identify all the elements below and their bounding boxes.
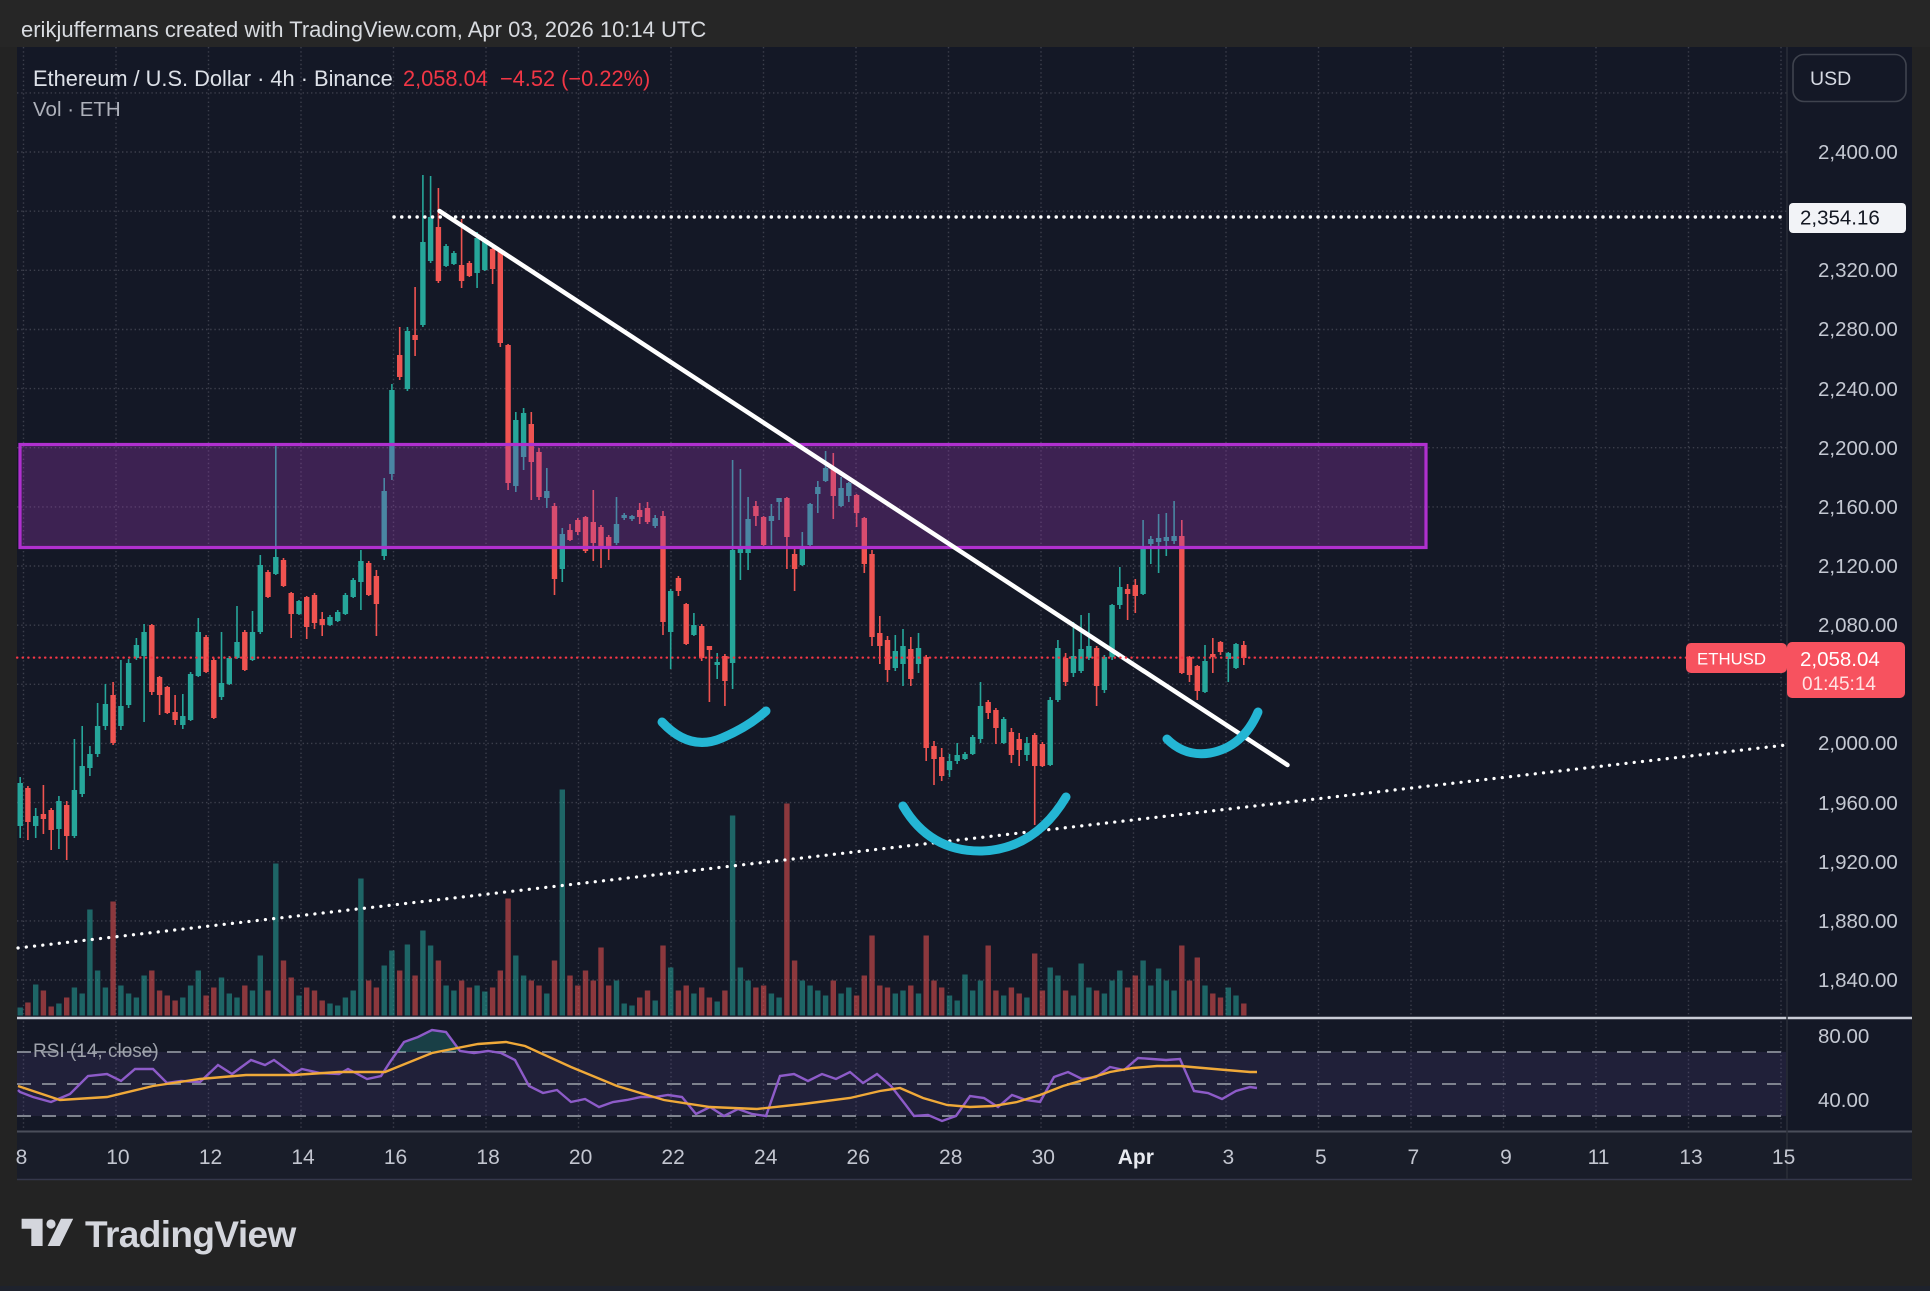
svg-text:15: 15 (1772, 1146, 1795, 1169)
svg-text:9: 9 (1500, 1146, 1512, 1169)
svg-text:3: 3 (1223, 1146, 1235, 1169)
svg-text:TradingView: TradingView (85, 1214, 296, 1255)
svg-text:2,000.00: 2,000.00 (1818, 732, 1898, 755)
svg-text:2,080.00: 2,080.00 (1818, 614, 1898, 637)
svg-text:1,920.00: 1,920.00 (1818, 851, 1898, 874)
svg-text:1,960.00: 1,960.00 (1818, 792, 1898, 815)
svg-text:2,160.00: 2,160.00 (1818, 496, 1898, 519)
svg-text:ETHUSD: ETHUSD (1697, 650, 1766, 669)
svg-text:14: 14 (291, 1146, 315, 1169)
svg-text:7: 7 (1408, 1146, 1420, 1169)
svg-text:1,880.00: 1,880.00 (1818, 910, 1898, 933)
svg-text:2,354.16: 2,354.16 (1800, 207, 1880, 230)
svg-text:2,320.00: 2,320.00 (1818, 259, 1898, 282)
svg-text:12: 12 (199, 1146, 222, 1169)
svg-text:11: 11 (1588, 1146, 1610, 1169)
svg-text:2,120.00: 2,120.00 (1818, 555, 1898, 578)
svg-text:8: 8 (16, 1146, 28, 1169)
svg-text:2,058.04 −4.52 (−0.22%): 2,058.04 −4.52 (−0.22%) (403, 66, 650, 91)
svg-text:2,400.00: 2,400.00 (1818, 141, 1898, 164)
svg-text:18: 18 (476, 1146, 499, 1169)
svg-text:Ethereum / U.S. Dollar · 4h ·: Ethereum / U.S. Dollar · 4h · Binance (33, 66, 393, 91)
svg-text:40.00: 40.00 (1818, 1089, 1869, 1112)
svg-text:26: 26 (847, 1146, 870, 1169)
svg-text:RSI (14, close): RSI (14, close) (33, 1041, 159, 1062)
svg-text:Vol · ETH: Vol · ETH (33, 98, 121, 121)
svg-text:22: 22 (661, 1146, 684, 1169)
svg-text:2,200.00: 2,200.00 (1818, 437, 1898, 460)
svg-text:10: 10 (106, 1146, 129, 1169)
svg-text:USD: USD (1810, 68, 1851, 90)
svg-text:80.00: 80.00 (1818, 1025, 1869, 1048)
svg-text:erikjuffermans created with Tr: erikjuffermans created with TradingView.… (21, 17, 706, 42)
svg-text:30: 30 (1032, 1146, 1055, 1169)
svg-text:Apr: Apr (1118, 1146, 1154, 1169)
svg-text:20: 20 (569, 1146, 592, 1169)
svg-text:5: 5 (1315, 1146, 1327, 1169)
svg-text:2,280.00: 2,280.00 (1818, 318, 1898, 341)
svg-text:2,058.04: 2,058.04 (1800, 648, 1880, 671)
svg-text:16: 16 (384, 1146, 407, 1169)
svg-text:01:45:14: 01:45:14 (1802, 674, 1876, 695)
svg-text:1,840.00: 1,840.00 (1818, 969, 1898, 992)
svg-text:24: 24 (754, 1146, 778, 1169)
svg-text:28: 28 (939, 1146, 962, 1169)
svg-text:13: 13 (1679, 1146, 1702, 1169)
svg-text:2,240.00: 2,240.00 (1818, 378, 1898, 401)
